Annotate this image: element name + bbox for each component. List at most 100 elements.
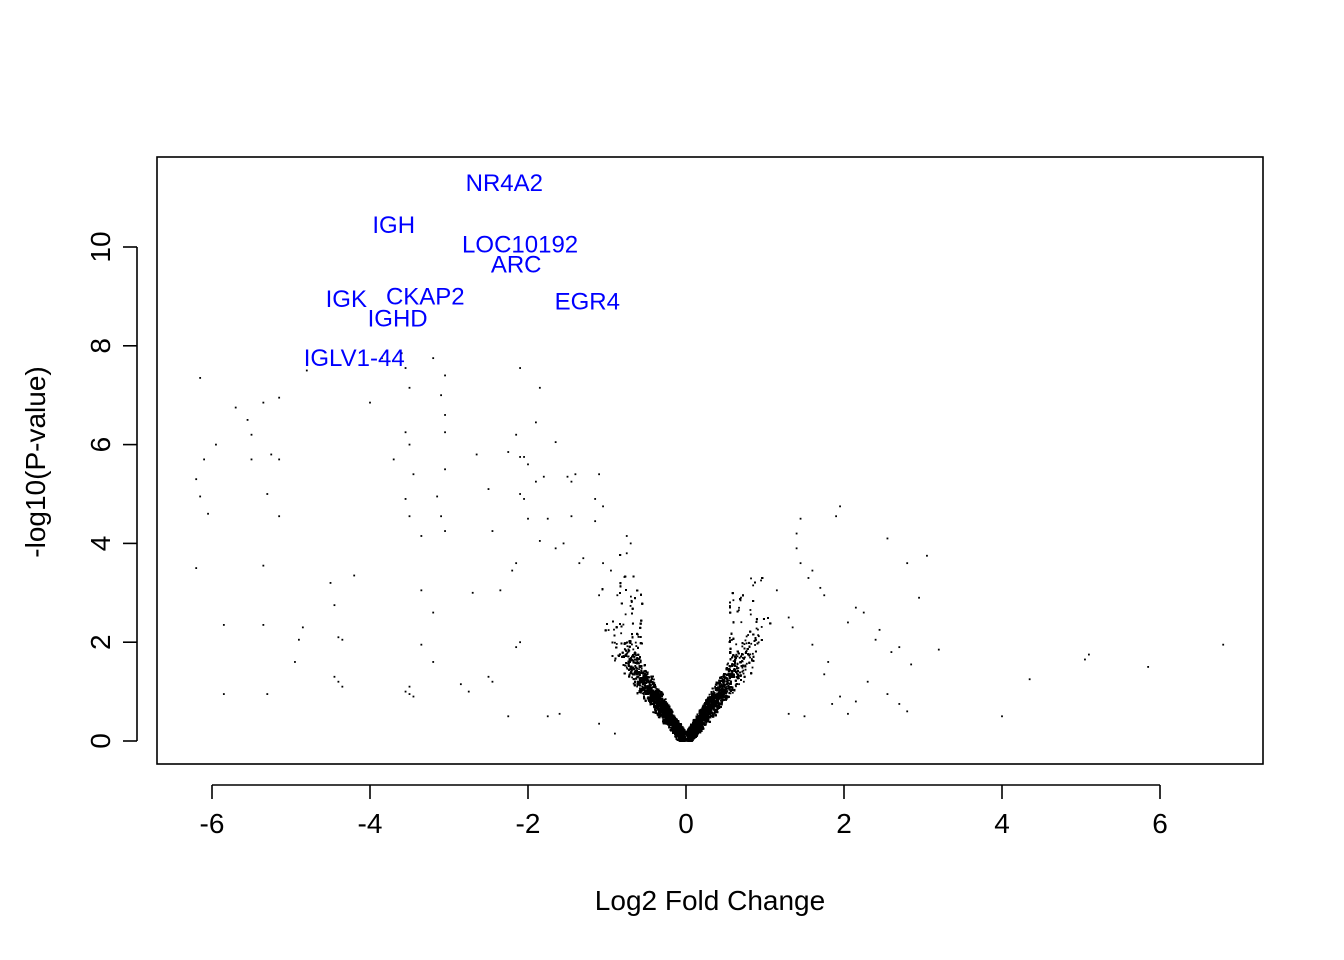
data-point [735, 672, 738, 675]
data-point [657, 714, 659, 717]
data-point [745, 635, 748, 638]
data-point [667, 706, 670, 709]
data-point [683, 734, 686, 737]
data-point [708, 693, 711, 696]
data-point [487, 675, 490, 678]
data-point [270, 453, 273, 456]
data-point [886, 693, 889, 695]
data-point [743, 656, 746, 659]
data-point [633, 673, 636, 676]
data-point [787, 616, 790, 619]
data-point [878, 628, 881, 631]
data-point [741, 670, 744, 673]
data-point [625, 666, 628, 669]
data-point [341, 685, 344, 688]
data-point [602, 505, 604, 508]
data-point [519, 367, 521, 369]
data-point [726, 663, 729, 666]
data-point [199, 377, 202, 379]
data-point [736, 665, 738, 668]
data-point [732, 660, 735, 663]
data-point [732, 599, 735, 602]
data-point [507, 451, 510, 453]
data-point [643, 670, 646, 673]
data-point [710, 708, 713, 711]
data-point [412, 473, 415, 476]
data-point [654, 709, 656, 712]
data-point [1084, 658, 1086, 661]
data-point [404, 367, 407, 369]
data-point [491, 680, 494, 683]
data-point [643, 693, 645, 696]
data-point [250, 433, 253, 436]
data-point [754, 644, 756, 646]
data-point [675, 732, 678, 735]
data-point [333, 675, 336, 678]
data-point [616, 594, 619, 597]
data-point [546, 517, 549, 520]
data-point [775, 589, 778, 592]
data-point [412, 695, 415, 698]
data-point [262, 564, 265, 567]
data-point [727, 682, 730, 685]
data-point [369, 401, 371, 404]
data-point [757, 634, 760, 637]
data-point [222, 693, 225, 695]
data-point [629, 640, 632, 643]
data-point [751, 652, 754, 655]
data-point [659, 715, 661, 718]
data-point [195, 567, 198, 569]
data-point [278, 515, 281, 518]
data-point [718, 684, 721, 686]
data-point [653, 708, 656, 711]
data-point [728, 679, 731, 682]
data-point [487, 488, 490, 490]
data-point [676, 735, 679, 738]
data-point [926, 554, 928, 557]
data-point [594, 520, 597, 523]
data-point [546, 715, 549, 718]
data-point [639, 687, 641, 690]
data-point [709, 716, 712, 718]
data-point [634, 641, 637, 644]
data-point [750, 577, 752, 580]
data-point [640, 667, 643, 670]
data-point [420, 535, 423, 537]
data-point [730, 639, 733, 641]
data-point [729, 605, 731, 607]
data-point [738, 656, 741, 659]
data-point [791, 626, 794, 629]
data-point [444, 374, 446, 377]
data-point [1001, 715, 1003, 718]
data-point [444, 414, 446, 416]
data-point [696, 713, 699, 716]
data-point [639, 659, 642, 662]
data-point [803, 715, 806, 718]
data-point [757, 635, 760, 638]
data-point [657, 691, 660, 693]
data-point [752, 584, 755, 587]
data-point [739, 599, 742, 602]
data-point [203, 458, 205, 461]
data-point [735, 643, 738, 646]
data-point [719, 681, 722, 684]
data-point [749, 609, 752, 611]
data-point [729, 689, 732, 691]
data-point [301, 626, 304, 629]
data-point [613, 628, 615, 631]
data-point [890, 651, 893, 653]
data-point [714, 708, 717, 711]
data-point [747, 634, 750, 636]
data-point [535, 480, 537, 483]
data-point [839, 695, 841, 698]
data-point [629, 542, 632, 545]
data-point [515, 433, 518, 436]
data-point [854, 606, 857, 609]
data-point [757, 641, 760, 644]
data-point [655, 709, 658, 712]
data-point [278, 396, 281, 399]
data-point [278, 458, 281, 461]
data-point [404, 431, 407, 434]
data-point [729, 692, 732, 695]
data-point [636, 685, 638, 688]
